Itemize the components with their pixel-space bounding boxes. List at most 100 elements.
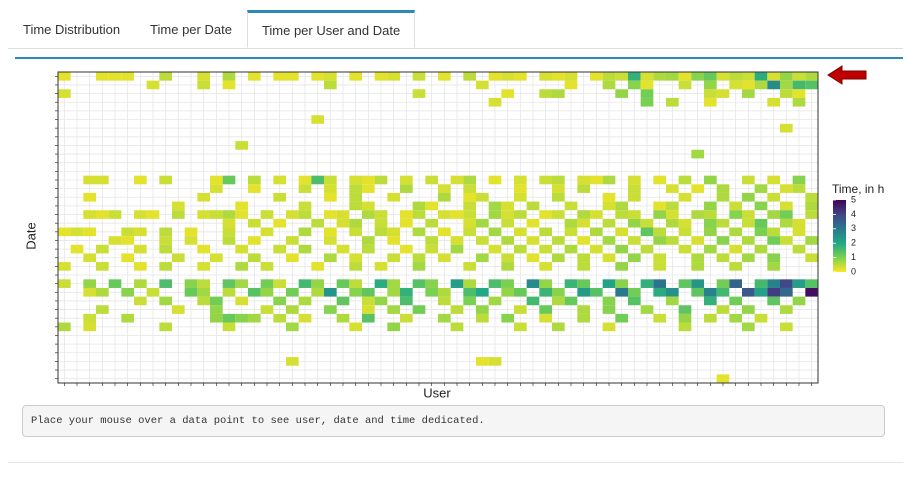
heat-cell [514, 210, 527, 219]
heat-cell [653, 313, 666, 323]
heat-cell [463, 287, 476, 297]
heat-cell [298, 184, 312, 193]
heat-cell [400, 313, 413, 323]
heat-cell [476, 192, 489, 202]
heat-cell [514, 184, 527, 193]
heat-cell [324, 80, 337, 90]
heat-cell [387, 72, 400, 81]
heat-cell [412, 279, 426, 288]
heat-cell [742, 89, 755, 98]
heat-cell [640, 218, 654, 228]
heat-cell [729, 296, 742, 306]
heat-cell [488, 72, 502, 81]
heat-cell [780, 210, 793, 219]
heat-cell [539, 227, 552, 237]
heat-cell [159, 262, 172, 271]
heat-cell [704, 175, 717, 185]
heat-cell [716, 89, 730, 98]
heat-cell [615, 262, 628, 271]
heat-cell [501, 89, 514, 98]
heat-cell [121, 313, 134, 323]
heat-cell [222, 210, 236, 219]
heat-cell [552, 322, 565, 332]
heat-cell [172, 253, 185, 263]
heat-cell [754, 227, 768, 237]
heat-cell [286, 253, 299, 263]
heat-cell [526, 253, 540, 263]
heat-cell [298, 227, 312, 237]
heat-cell [450, 210, 464, 219]
heat-cell [590, 287, 603, 297]
heat-cell [349, 218, 362, 228]
heat-cell [653, 236, 666, 245]
heat-cell [400, 184, 413, 193]
heat-cell [780, 322, 793, 332]
heat-cell [476, 236, 489, 245]
tab[interactable]: Time per Date [150, 22, 232, 37]
heat-cell [121, 236, 134, 245]
heat-cell [564, 72, 578, 81]
heat-cell [742, 175, 755, 185]
heat-cell [742, 287, 755, 297]
heat-cell [729, 313, 742, 323]
heat-cell [792, 227, 806, 237]
heat-cell [729, 80, 742, 90]
heat-cell [400, 287, 413, 297]
heat-cell [805, 287, 818, 297]
heat-cell [704, 80, 717, 90]
heat-cell [374, 296, 388, 306]
heat-cell [729, 210, 742, 219]
heat-cell [488, 201, 502, 211]
heat-cell [691, 72, 704, 81]
heat-cell [349, 253, 362, 263]
heat-cell [552, 287, 565, 297]
heat-cell [564, 218, 578, 228]
heat-cell [539, 210, 552, 219]
heat-cell [273, 279, 286, 288]
tab[interactable]: Time Distribution [23, 22, 121, 37]
heat-cell [324, 253, 337, 263]
heat-cell [792, 244, 806, 254]
heat-cell [159, 322, 172, 332]
heat-cell [374, 279, 388, 288]
heat-cell [514, 287, 527, 297]
heat-cell [716, 218, 730, 228]
heat-cell [704, 218, 717, 228]
heat-cell [615, 279, 628, 288]
heat-cell [96, 287, 109, 297]
heat-cell [666, 210, 679, 219]
heat-cell [438, 253, 451, 263]
heat-cell [248, 287, 261, 297]
heat-cell [590, 210, 603, 219]
heat-cell [729, 201, 742, 211]
heat-cell [767, 227, 780, 237]
heat-cell [210, 296, 223, 306]
heat-cell [412, 201, 426, 211]
heat-cell [450, 305, 464, 314]
heat-cell [514, 305, 527, 314]
heat-cell [58, 279, 71, 288]
heat-cell [590, 72, 603, 81]
heat-cell [387, 192, 400, 202]
heat-cell [628, 253, 641, 263]
heat-cell [501, 210, 514, 219]
tab-bar: Time Distribution Time per Date Time per U… [8, 10, 416, 48]
heat-cell [780, 236, 793, 245]
heat-cell [754, 184, 768, 193]
heat-cell [691, 262, 704, 271]
heat-cell [539, 287, 552, 297]
heat-cell [678, 192, 692, 202]
heat-cell [780, 72, 793, 81]
heat-cell [678, 279, 692, 288]
heat-cell [628, 210, 641, 219]
heat-cell [678, 175, 692, 185]
heat-cell [628, 287, 641, 297]
heat-cell [526, 201, 540, 211]
heat-cell [780, 123, 793, 133]
heat-cell [425, 236, 438, 245]
tab[interactable]: Time per User and Date [246, 10, 416, 48]
colorbar [833, 200, 846, 272]
heat-cell [463, 72, 476, 81]
heat-cell [729, 244, 742, 254]
